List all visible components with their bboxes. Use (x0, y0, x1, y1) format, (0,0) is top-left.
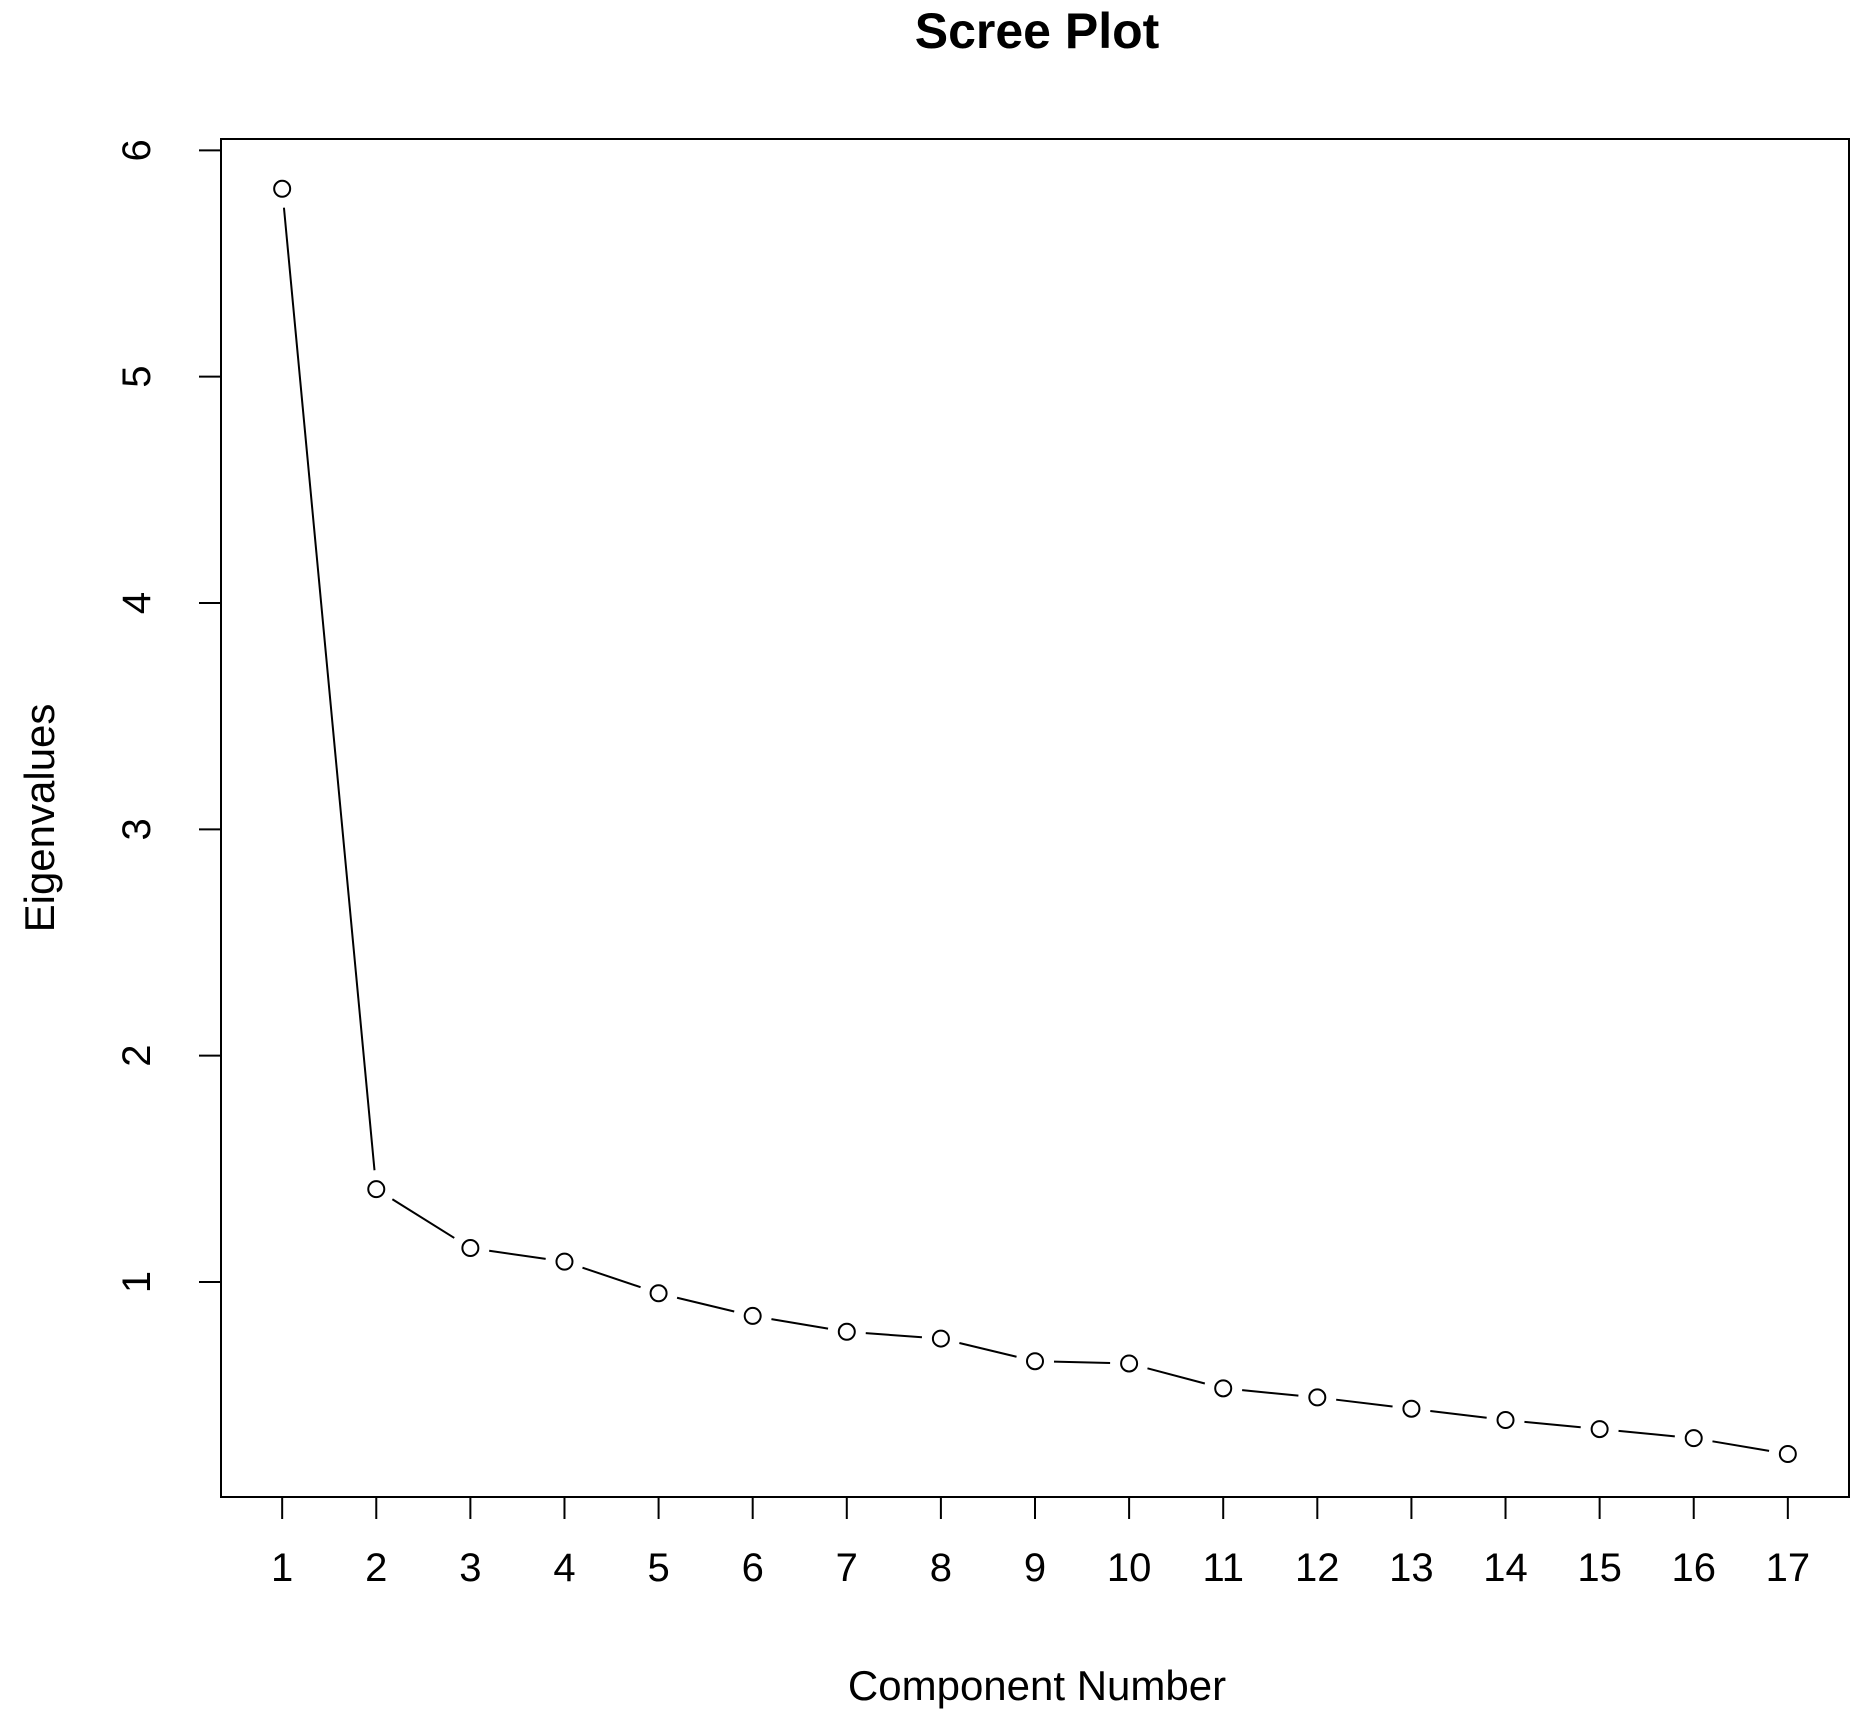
series-line-segment (1242, 1389, 1299, 1397)
data-point-4 (555, 1252, 574, 1271)
series-line-segment (1053, 1360, 1111, 1365)
series-line-segment (489, 1249, 546, 1260)
y-tick-label: 1 (115, 1271, 159, 1293)
data-point-13 (1402, 1399, 1421, 1418)
data-point-1 (273, 179, 292, 198)
x-tick-label: 16 (1671, 1546, 1716, 1590)
data-point-15 (1590, 1420, 1609, 1439)
x-tick-label: 12 (1295, 1546, 1340, 1590)
data-point-3 (461, 1239, 480, 1258)
x-tick-label: 14 (1483, 1546, 1528, 1590)
x-tick-label: 13 (1389, 1546, 1434, 1590)
x-tick-label: 1 (271, 1546, 293, 1590)
x-tick-label: 9 (1024, 1546, 1046, 1590)
x-axis: 1 2 3 4 5 6 7 8 9 10 11 12 13 14 15 16 17 (271, 1496, 1811, 1590)
x-axis-label: Component Number (848, 1662, 1226, 1709)
x-tick-label: 2 (365, 1546, 387, 1590)
series-line-segment (1712, 1440, 1770, 1452)
x-tick-label: 3 (459, 1546, 481, 1590)
x-tick-label: 17 (1766, 1546, 1811, 1590)
x-tick-label: 8 (930, 1546, 952, 1590)
chart-title: Scree Plot (915, 3, 1160, 59)
series-line-segment (1618, 1429, 1675, 1438)
data-point-11 (1214, 1379, 1233, 1398)
series-line-segment (1524, 1420, 1581, 1429)
data-point-6 (743, 1306, 762, 1325)
series-line-segment (676, 1296, 735, 1313)
series-points (273, 179, 1797, 1463)
y-tick-label: 2 (115, 1045, 159, 1067)
data-point-12 (1308, 1388, 1327, 1407)
x-tick-label: 5 (647, 1546, 669, 1590)
series-line-segment (865, 1332, 923, 1339)
y-axis: 1 2 3 4 5 6 (115, 139, 222, 1293)
y-tick-label: 5 (115, 366, 159, 388)
y-tick-label: 4 (115, 592, 159, 614)
y-tick-label: 3 (115, 818, 159, 840)
series-line-segment (582, 1266, 641, 1289)
series-lines (282, 207, 1770, 1452)
series-line-segment (1336, 1398, 1393, 1408)
x-tick-label: 11 (1202, 1546, 1244, 1590)
data-point-5 (649, 1284, 668, 1303)
data-point-7 (837, 1322, 856, 1341)
data-point-9 (1026, 1352, 1044, 1371)
x-tick-label: 10 (1107, 1546, 1152, 1590)
data-point-14 (1496, 1411, 1515, 1430)
x-tick-label: 7 (836, 1546, 858, 1590)
data-point-8 (931, 1329, 950, 1348)
series-line-segment (1430, 1410, 1487, 1419)
x-tick-label: 15 (1577, 1546, 1622, 1590)
data-point-2 (367, 1180, 386, 1199)
x-tick-label: 6 (742, 1546, 764, 1590)
series-line-segment (282, 207, 376, 1171)
data-point-10 (1120, 1354, 1139, 1373)
data-point-16 (1684, 1429, 1703, 1448)
series-line-segment (959, 1342, 1017, 1358)
x-tick-label: 4 (553, 1546, 575, 1590)
y-tick-label: 6 (115, 139, 159, 161)
series-line-segment (1147, 1367, 1206, 1385)
y-axis-label: Eigenvalues (16, 704, 63, 933)
data-point-17 (1778, 1444, 1797, 1463)
series-line-segment (391, 1198, 455, 1239)
series-line-segment (771, 1318, 829, 1330)
